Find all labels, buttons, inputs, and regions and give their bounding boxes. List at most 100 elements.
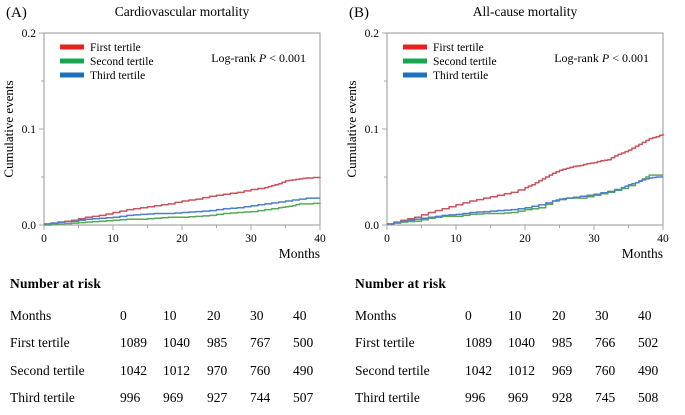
risk-table-title: Number at risk: [10, 276, 102, 291]
risk-row-label: Months: [10, 307, 52, 323]
y-tick-label: 0.0: [22, 220, 37, 232]
x-tick-label: 40: [314, 233, 326, 245]
series-second-tertile: [44, 202, 321, 226]
series-third-tertile: [44, 197, 320, 225]
risk-row: First tertile 1089 1040 985 766 502: [355, 330, 683, 358]
risk-cell-value: 500: [293, 335, 314, 351]
risk-row-label: Third tertile: [10, 390, 75, 406]
chart-title: Cardiovascular mortality: [115, 4, 250, 19]
risk-cell-value: 760: [250, 362, 271, 378]
legend-label: First tertile: [433, 42, 484, 54]
legend-label: First tertile: [90, 42, 141, 54]
chart-title: All-cause mortality: [473, 4, 578, 19]
risk-time-header: 40: [293, 307, 307, 323]
x-tick-label: 0: [384, 233, 390, 245]
panel-label: (B): [349, 5, 369, 21]
risk-header-row: Months 0 10 20 30 40: [355, 302, 683, 330]
risk-cell-value: 760: [595, 362, 616, 378]
chart-all-cause-mortality: (B) All-cause mortality 0.0 0.1 0.2 0 10 20 30 40…: [343, 0, 685, 269]
log-rank-annotation: Log-rank P < 0.001: [554, 51, 649, 65]
risk-row-label: First tertile: [355, 335, 415, 351]
risk-row-label: First tertile: [10, 335, 70, 351]
risk-cell-value: 1089: [465, 335, 492, 351]
risk-cell-value: 490: [293, 362, 314, 378]
risk-cell-value: 1040: [508, 335, 535, 351]
y-tick-label: 0.2: [365, 28, 380, 40]
risk-cell-value: 927: [207, 390, 228, 406]
panel-cardiovascular-mortality: (A) Cardiovascular mortality 0.0 0.1 0.2 0 10 2…: [0, 0, 342, 415]
risk-time-header: 40: [638, 307, 652, 323]
chart-svg: (B) All-cause mortality 0.0 0.1 0.2 0 10 20 30 40…: [344, 4, 669, 261]
risk-cell-value: 1040: [163, 335, 190, 351]
y-tick-label: 0.1: [22, 124, 37, 136]
risk-cell-value: 996: [120, 390, 141, 406]
risk-row-label: Months: [355, 307, 397, 323]
legend-label: Second tertile: [90, 56, 154, 68]
risk-time-header: 30: [595, 307, 609, 323]
x-tick-label: 10: [107, 233, 119, 245]
number-at-risk-table: Number at risk Months 0 10 20 30 40 First terti…: [10, 276, 340, 412]
legend-label: Third tertile: [433, 70, 488, 82]
risk-time-header: 30: [250, 307, 264, 323]
x-tick-label: 20: [519, 233, 531, 245]
risk-time-header: 10: [163, 307, 177, 323]
y-tick-label: 0.1: [365, 124, 380, 136]
axes-ticks: [39, 32, 321, 230]
risk-row-label: Second tertile: [355, 362, 430, 378]
risk-cell-value: 1089: [120, 335, 147, 351]
risk-cell-value: 969: [163, 390, 184, 406]
risk-cell-value: 508: [638, 390, 659, 406]
x-axis-label: Months: [279, 246, 320, 261]
x-axis-label: Months: [622, 246, 663, 261]
risk-cell-value: 1012: [163, 362, 190, 378]
risk-row: Third tertile 996 969 928 745 508: [355, 385, 683, 413]
series-third-tertile: [387, 176, 663, 225]
axes-ticks: [382, 32, 664, 230]
log-rank-annotation: Log-rank P < 0.001: [211, 51, 306, 65]
risk-cell-value: 744: [250, 390, 271, 406]
risk-row: Second tertile 1042 1012 970 760 490: [10, 357, 340, 385]
risk-cell-value: 1012: [508, 362, 535, 378]
series-second-tertile: [387, 174, 663, 225]
risk-row: First tertile 1089 1040 985 767 500: [10, 330, 340, 358]
risk-cell-value: 996: [465, 390, 486, 406]
y-tick-label: 0.2: [22, 28, 37, 40]
x-tick-label: 30: [245, 233, 257, 245]
risk-cell-value: 1042: [465, 362, 492, 378]
x-tick-label: 20: [176, 233, 188, 245]
risk-row: Third tertile 996 969 927 744 507: [10, 385, 340, 413]
risk-cell-value: 490: [638, 362, 659, 378]
risk-cell-value: 507: [293, 390, 314, 406]
chart-cardiovascular-mortality: (A) Cardiovascular mortality 0.0 0.1 0.2 0 10 2…: [0, 0, 342, 269]
risk-cell-value: 1042: [120, 362, 147, 378]
risk-cell-value: 502: [638, 335, 659, 351]
number-at-risk-table: Number at risk Months 0 10 20 30 40 First terti…: [355, 276, 683, 412]
series-first-tertile: [387, 133, 664, 225]
risk-row-label: Second tertile: [10, 362, 85, 378]
risk-row-label: Third tertile: [355, 390, 420, 406]
risk-table-title: Number at risk: [355, 276, 447, 291]
x-tick-label: 40: [657, 233, 669, 245]
risk-cell-value: 928: [552, 390, 573, 406]
risk-cell-value: 767: [250, 335, 271, 351]
risk-time-header: 10: [508, 307, 522, 323]
risk-header-row: Months 0 10 20 30 40: [10, 302, 340, 330]
risk-cell-value: 766: [595, 335, 616, 351]
panel-all-cause-mortality: (B) All-cause mortality 0.0 0.1 0.2 0 10 20 30 40…: [343, 0, 685, 415]
risk-time-header: 0: [120, 307, 127, 323]
risk-cell-value: 969: [552, 362, 573, 378]
chart-svg: (A) Cardiovascular mortality 0.0 0.1 0.2 0 10 2…: [1, 4, 326, 261]
risk-row: Second tertile 1042 1012 969 760 490: [355, 357, 683, 385]
risk-cell-value: 969: [508, 390, 529, 406]
legend: First tertile Second tertile Third tertile: [60, 42, 154, 82]
x-tick-label: 10: [450, 233, 462, 245]
y-axis-label: Cumulative events: [1, 80, 16, 177]
risk-cell-value: 970: [207, 362, 228, 378]
panel-label: (A): [6, 5, 27, 21]
risk-cell-value: 985: [552, 335, 573, 351]
y-tick-label: 0.0: [365, 220, 380, 232]
legend-label: Third tertile: [90, 70, 145, 82]
legend-label: Second tertile: [433, 56, 497, 68]
risk-cell-value: 745: [595, 390, 616, 406]
